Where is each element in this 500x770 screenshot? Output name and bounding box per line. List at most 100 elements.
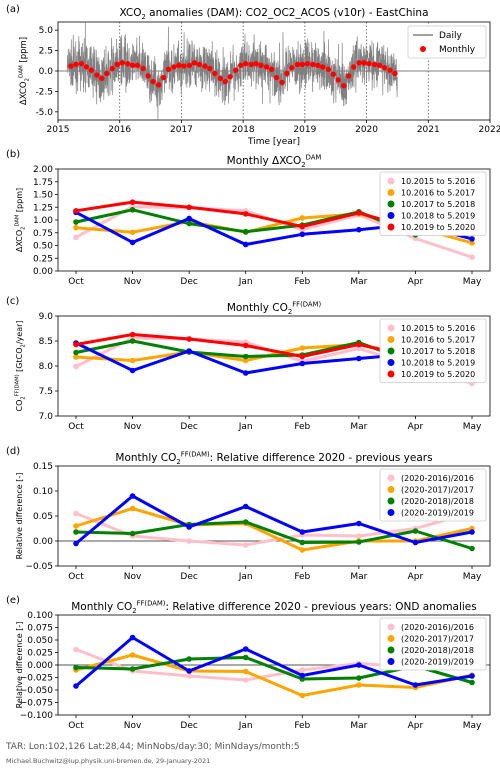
series-point bbox=[469, 673, 475, 679]
chart-title: Monthly CO2FF(DAM) bbox=[227, 301, 322, 317]
y-tick-label: 9.0 bbox=[39, 312, 54, 322]
x-tick-label: Mar bbox=[350, 422, 367, 432]
legend-marker bbox=[387, 497, 395, 505]
series-point bbox=[186, 668, 192, 674]
panel-label: (d) bbox=[6, 446, 20, 457]
monthly-point bbox=[237, 62, 244, 68]
legend-marker-monthly bbox=[420, 46, 426, 52]
series-point bbox=[129, 229, 136, 236]
series-point bbox=[469, 236, 475, 242]
y-axis-label: ΔXCO2DAM [ppm] bbox=[15, 188, 27, 252]
series-point bbox=[242, 228, 249, 235]
chart-title: XCO2 anomalies (DAM): CO2_OC2_ACOS (v10r… bbox=[119, 7, 428, 21]
y-tick-label: −0.075 bbox=[20, 699, 53, 709]
series-point bbox=[299, 539, 306, 546]
monthly-point bbox=[381, 65, 388, 71]
monthly-point bbox=[73, 61, 79, 68]
monthly-point bbox=[376, 62, 383, 68]
series-point bbox=[242, 211, 249, 217]
y-tick-label: 0.075 bbox=[27, 624, 53, 634]
legend-label: (2020-2017)/2017 bbox=[401, 486, 474, 495]
series-point bbox=[186, 673, 192, 679]
y-tick-label: 0.75 bbox=[33, 229, 53, 239]
x-tick-label: Oct bbox=[68, 422, 84, 432]
monthly-point bbox=[196, 61, 203, 68]
series-line bbox=[75, 653, 473, 697]
monthly-point bbox=[155, 82, 162, 88]
series-point bbox=[469, 254, 475, 261]
series-point bbox=[356, 520, 362, 527]
monthly-point bbox=[268, 66, 275, 73]
x-tick-label: Mar bbox=[350, 277, 367, 287]
series-line bbox=[75, 636, 473, 688]
series-point bbox=[356, 226, 362, 233]
monthly-point bbox=[134, 62, 141, 68]
legend-marker bbox=[387, 324, 395, 332]
monthly-point bbox=[212, 70, 218, 77]
monthly-point bbox=[253, 60, 259, 67]
monthly-point bbox=[361, 60, 367, 66]
legend-label: (2020-2019)/2019 bbox=[401, 509, 474, 518]
series-point bbox=[129, 530, 136, 537]
monthly-point bbox=[129, 62, 136, 68]
monthly-point bbox=[165, 66, 172, 73]
monthly-point bbox=[350, 64, 357, 70]
series-point bbox=[73, 646, 79, 653]
monthly-point bbox=[94, 72, 100, 78]
chart-title: Monthly CO2FF(DAM): Relative difference … bbox=[115, 451, 432, 467]
monthly-point bbox=[371, 61, 378, 68]
series-point bbox=[186, 524, 192, 530]
monthly-point bbox=[248, 61, 254, 68]
legend-marker bbox=[387, 646, 395, 654]
monthly-point bbox=[99, 75, 105, 82]
legend-label: (2020-2018)/2018 bbox=[401, 646, 474, 655]
legend-marker bbox=[387, 336, 395, 343]
monthly-point bbox=[83, 64, 90, 70]
y-tick-label: 0.10 bbox=[33, 487, 53, 497]
y-tick-label: -2.5 bbox=[35, 87, 53, 97]
series-point bbox=[129, 199, 136, 205]
legend-label: 10.2016 to 5.2017 bbox=[401, 336, 475, 345]
series-point bbox=[469, 679, 475, 686]
legend-marker bbox=[387, 486, 395, 493]
x-tick-label: Oct bbox=[68, 572, 84, 582]
x-tick-label: Dec bbox=[180, 721, 197, 731]
series-point bbox=[242, 542, 249, 548]
series-point bbox=[129, 367, 136, 374]
monthly-point bbox=[191, 60, 198, 66]
x-tick-label: Jan bbox=[238, 277, 253, 287]
x-tick-label: Feb bbox=[294, 721, 310, 731]
monthly-point bbox=[186, 62, 193, 68]
legend-marker bbox=[387, 359, 395, 366]
chart-title: Monthly ΔXCO2DAM bbox=[227, 154, 322, 170]
monthly-point bbox=[345, 73, 352, 79]
legend-marker bbox=[387, 474, 395, 482]
series-line bbox=[75, 494, 473, 545]
series-point bbox=[242, 342, 249, 349]
series-point bbox=[299, 215, 306, 221]
series-point bbox=[299, 345, 306, 351]
series-point bbox=[129, 652, 136, 658]
legend-label: 10.2017 to 5.2018 bbox=[401, 347, 475, 356]
monthly-point bbox=[289, 65, 295, 71]
panel-e: Oct Nov Dec Jan Feb Mar Apr May −0.100 −0.075 −0.0… bbox=[6, 595, 491, 731]
series-point bbox=[73, 683, 79, 689]
series-point bbox=[73, 363, 79, 370]
x-axis-label: Time [year] bbox=[247, 137, 300, 147]
series-line bbox=[75, 520, 473, 550]
monthly-point bbox=[217, 75, 224, 82]
monthly-point bbox=[88, 67, 95, 73]
monthly-point bbox=[109, 65, 116, 72]
y-tick-label: 5.0 bbox=[39, 26, 54, 36]
legend-label-daily: Daily bbox=[439, 31, 462, 41]
series-point bbox=[129, 331, 136, 338]
monthly-point bbox=[242, 60, 249, 67]
monthly-point bbox=[160, 74, 167, 81]
y-axis-label: Relative difference [-] bbox=[15, 622, 24, 709]
series-point bbox=[73, 540, 79, 547]
series-point bbox=[73, 523, 79, 529]
monthly-point bbox=[335, 77, 341, 83]
legend-label: (2020-2019)/2019 bbox=[401, 658, 474, 667]
x-tick-label: Feb bbox=[294, 422, 310, 432]
legend-label: 10.2015 to 5.2016 bbox=[401, 324, 475, 333]
